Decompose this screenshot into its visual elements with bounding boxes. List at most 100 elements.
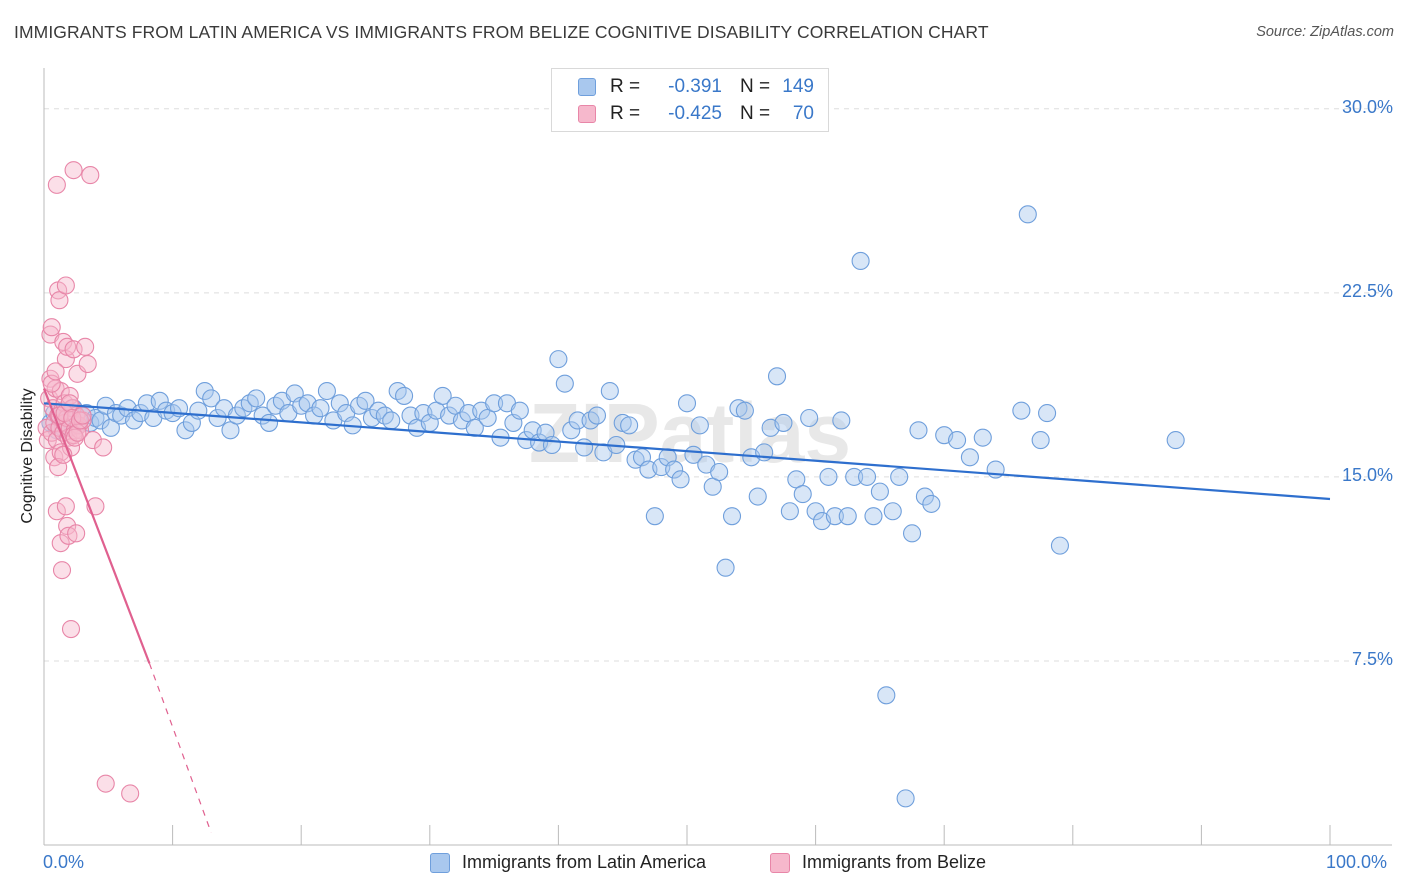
legend-n-label: N = [740, 103, 771, 124]
data-point-latin-america [189, 401, 208, 420]
data-point-latin-america [645, 507, 664, 526]
legend-r-label: R = [610, 76, 641, 97]
legend-item-belize[interactable]: Immigrants from Belize [770, 852, 986, 873]
legend-item-latin-america[interactable]: Immigrants from Latin America [430, 852, 706, 873]
data-point-belize [64, 161, 83, 180]
series-latin-america-points [41, 205, 1185, 808]
trendline-belize-extension [148, 663, 212, 833]
legend-swatch-blue [578, 78, 596, 96]
legend-swatch-pink [578, 105, 596, 123]
data-point-latin-america [1031, 431, 1050, 450]
data-point-latin-america [890, 467, 909, 486]
data-point-latin-america [259, 413, 279, 432]
data-point-latin-america [247, 389, 266, 408]
x-tick-label-min: 0.0% [43, 852, 85, 872]
data-point-latin-america [600, 381, 619, 401]
data-point-latin-america [549, 350, 568, 369]
y-tick-label: 22.5% [1341, 280, 1393, 301]
data-point-latin-america [716, 558, 735, 577]
series-legend: Immigrants from Latin America Immigrants… [0, 852, 1406, 878]
data-point-belize [56, 497, 75, 516]
data-point-latin-america [819, 467, 838, 486]
y-tick-label: 30.0% [1341, 96, 1393, 117]
data-point-latin-america [690, 416, 709, 435]
trendlines [42, 388, 1331, 833]
data-point-latin-america [851, 251, 870, 271]
legend-row-latin-america: R = -0.391 N = 149 [552, 73, 814, 101]
axes [43, 68, 1392, 846]
data-point-latin-america [202, 389, 221, 408]
data-point-latin-america [948, 431, 967, 450]
data-point-latin-america [485, 394, 504, 413]
legend-r-value: -0.425 [668, 103, 722, 124]
data-point-latin-america [330, 394, 349, 413]
data-point-latin-america [748, 487, 767, 506]
data-point-latin-america [311, 399, 330, 418]
data-point-latin-america [1166, 431, 1185, 450]
source-credit: Source: ZipAtlas.com [1256, 24, 1394, 40]
data-point-latin-america [767, 367, 787, 386]
data-point-belize [76, 337, 95, 356]
data-point-belize [58, 516, 77, 536]
data-point-latin-america [382, 411, 401, 430]
data-point-belize [46, 362, 65, 381]
data-point-latin-america [793, 485, 812, 504]
data-point-latin-america [864, 507, 883, 526]
legend-n-value: 70 [792, 103, 814, 124]
data-point-latin-america [124, 411, 144, 430]
data-point-belize [67, 524, 86, 543]
data-point-latin-america [883, 502, 902, 521]
data-point-belize [83, 431, 102, 450]
data-point-belize [121, 784, 140, 803]
data-point-latin-america [973, 428, 992, 447]
data-point-latin-america [960, 448, 979, 467]
data-point-latin-america [806, 502, 825, 521]
series-belize-points [37, 161, 140, 803]
data-point-latin-america [176, 421, 195, 440]
data-point-latin-america [150, 391, 169, 410]
data-point-latin-america [877, 686, 896, 705]
data-point-latin-america [735, 401, 754, 420]
data-point-latin-america [909, 421, 928, 440]
data-point-latin-america [208, 408, 227, 428]
data-point-latin-america [1012, 401, 1031, 420]
data-point-belize [60, 394, 79, 413]
data-point-latin-america [1018, 205, 1037, 224]
data-point-latin-america [710, 462, 729, 482]
data-point-belize [47, 502, 66, 521]
stats-legend: R = -0.391 N = 149 R = -0.425 N = 70 [551, 68, 829, 132]
data-point-latin-america [433, 386, 452, 405]
data-point-latin-america [774, 413, 793, 432]
data-point-latin-america [896, 789, 915, 808]
legend-label-latin-america: Immigrants from Latin America [462, 852, 707, 872]
gridlines [44, 108, 1392, 662]
data-point-belize [42, 318, 61, 337]
data-point-latin-america [317, 381, 336, 401]
data-point-latin-america [902, 524, 922, 543]
data-point-latin-america [575, 438, 594, 457]
data-point-latin-america [845, 467, 864, 486]
trendline-belize [42, 388, 151, 664]
data-point-latin-america [665, 460, 684, 479]
data-point-latin-america [587, 406, 607, 425]
data-point-belize [65, 428, 84, 447]
legend-n-label: N = [740, 76, 771, 97]
data-point-latin-america [96, 396, 115, 415]
data-point-belize [78, 354, 97, 374]
data-point-latin-america [1050, 536, 1069, 555]
legend-swatch-blue [430, 852, 450, 873]
data-point-latin-america [542, 435, 562, 455]
data-point-belize [56, 276, 75, 295]
watermark: ZIPatlas [529, 386, 851, 480]
data-point-latin-america [922, 494, 941, 513]
data-point-belize [94, 438, 113, 457]
data-point-belize [47, 175, 66, 194]
data-point-latin-america [620, 416, 639, 435]
data-point-latin-america [568, 411, 587, 430]
legend-label-belize: Immigrants from Belize [802, 852, 987, 872]
data-point-latin-america [838, 507, 857, 526]
data-point-latin-america [671, 470, 690, 489]
data-point-belize [73, 406, 92, 425]
trendline-latin-america [43, 402, 1331, 501]
